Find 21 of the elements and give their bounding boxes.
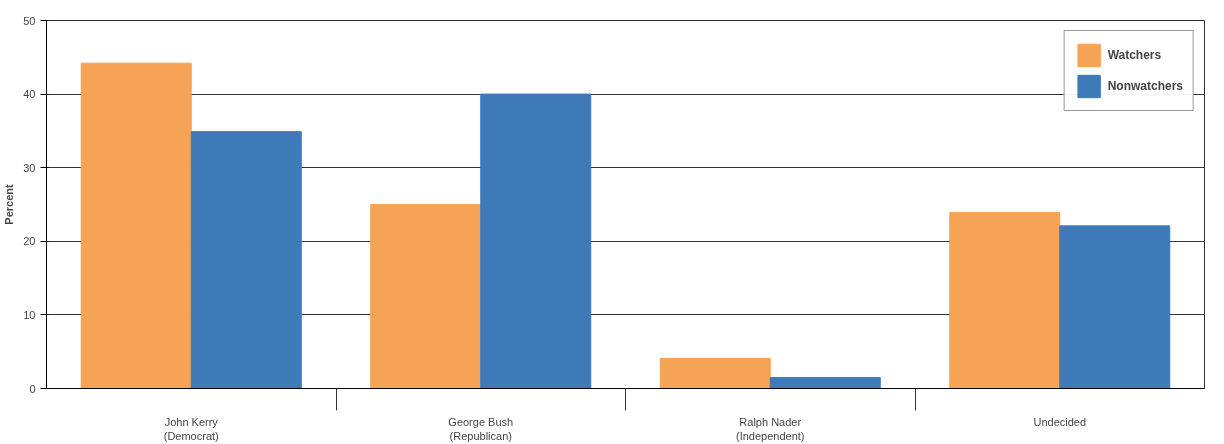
y-tick-label: 40: [23, 88, 36, 101]
y-tick-label: 10: [23, 308, 36, 321]
y-tick-label: 50: [23, 14, 36, 27]
y-axis-title: Percent: [3, 183, 16, 225]
x-tick-label: George Bush (Republican): [448, 415, 514, 442]
y-tick-label: 0: [29, 382, 36, 395]
bar: [80, 62, 192, 389]
x-tick-label: Undecided: [1033, 415, 1087, 428]
x-tick-label: Ralph Nader (Independent): [736, 415, 805, 442]
y-tick-label: 20: [23, 235, 36, 248]
bar: [949, 212, 1061, 389]
bar: [480, 93, 592, 389]
bar: [1059, 225, 1171, 389]
y-tick-label: 30: [23, 161, 36, 174]
bar: [370, 204, 482, 389]
bar: [769, 376, 881, 389]
legend-label: Nonwatchers: [1107, 79, 1183, 93]
legend-label: Watchers: [1107, 48, 1162, 62]
x-tick-label: John Kerry (Democrat): [163, 415, 219, 442]
bar: [190, 131, 302, 389]
bar: [659, 357, 771, 389]
